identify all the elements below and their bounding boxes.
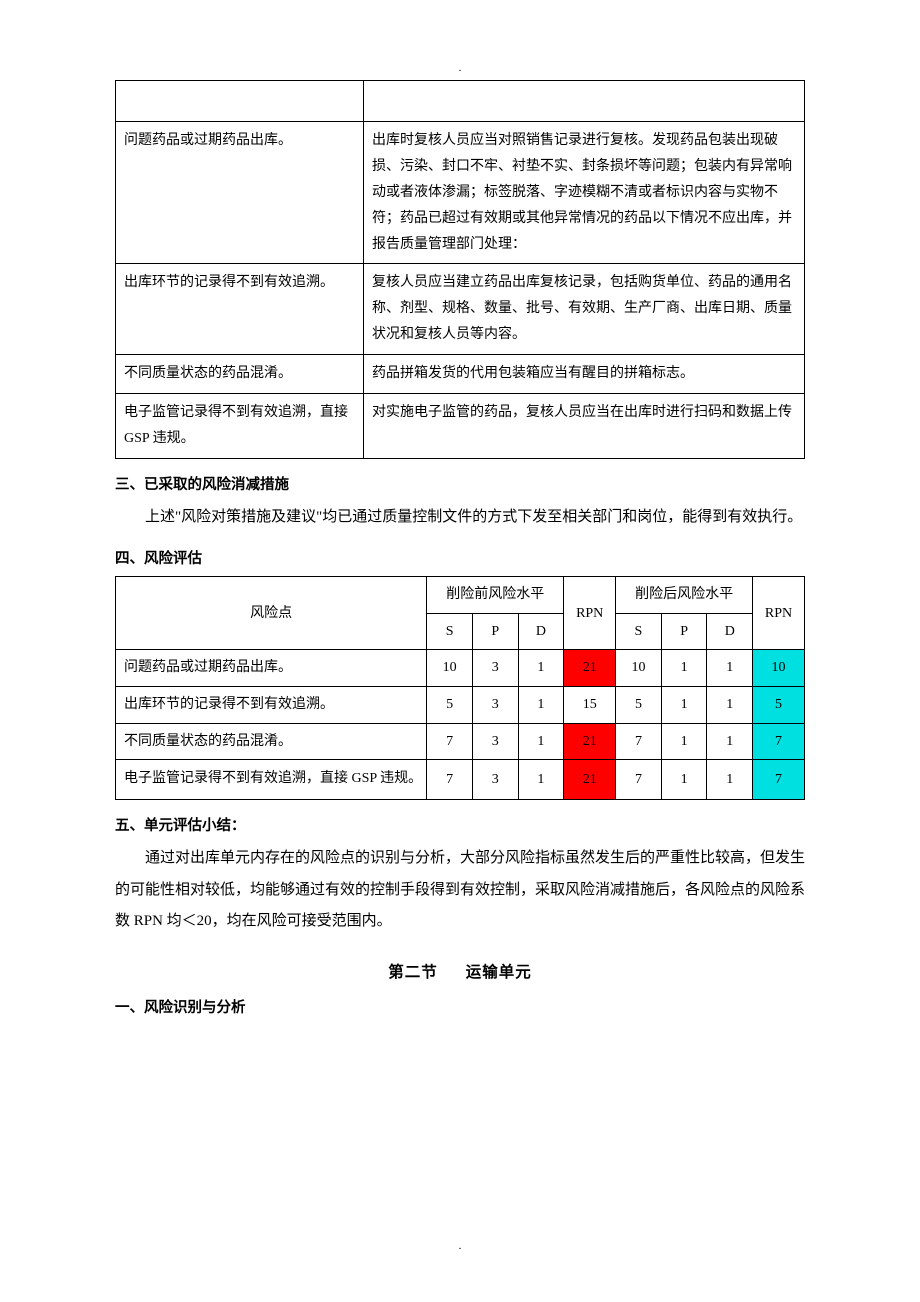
after-p: 1 (661, 723, 707, 760)
cell-right: 对实施电子监管的药品，复核人员应当在出库时进行扫码和数据上传 (364, 394, 805, 459)
before-p: 3 (472, 687, 518, 724)
measures-table: 问题药品或过期药品出库。出库时复核人员应当对照销售记录进行复核。发现药品包装出现… (115, 80, 805, 459)
hdr-b-d: D (518, 613, 564, 650)
table-row: 问题药品或过期药品出库。103121101110 (116, 650, 805, 687)
page: . 问题药品或过期药品出库。出库时复核人员应当对照销售记录进行复核。发现药品包装… (0, 0, 920, 1302)
risk-label: 电子监管记录得不到有效追溯，直接 GSP 违规。 (116, 760, 427, 800)
cell-left: 不同质量状态的药品混淆。 (116, 355, 364, 394)
cell-right: 药品拼箱发货的代用包装箱应当有醒目的拼箱标志。 (364, 355, 805, 394)
rpn-before: 15 (564, 687, 616, 724)
table-row: 问题药品或过期药品出库。出库时复核人员应当对照销售记录进行复核。发现药品包装出现… (116, 122, 805, 264)
after-s: 7 (616, 760, 662, 800)
after-s: 7 (616, 723, 662, 760)
cell-right (364, 81, 805, 122)
cell-right: 出库时复核人员应当对照销售记录进行复核。发现药品包装出现破损、污染、封口不牢、衬… (364, 122, 805, 264)
rpn-before: 21 (564, 723, 616, 760)
hdr-b-p: P (472, 613, 518, 650)
rpn-after: 7 (753, 723, 805, 760)
risk-label: 出库环节的记录得不到有效追溯。 (116, 687, 427, 724)
cell-left: 电子监管记录得不到有效追溯，直接 GSP 违规。 (116, 394, 364, 459)
hdr-b-s: S (427, 613, 473, 650)
after-d: 1 (707, 723, 753, 760)
risk-label: 不同质量状态的药品混淆。 (116, 723, 427, 760)
table-row: 出库环节的记录得不到有效追溯。复核人员应当建立药品出库复核记录，包括购货单位、药… (116, 264, 805, 355)
sec4-title: 四、风险评估 (115, 547, 805, 568)
table-row: 电子监管记录得不到有效追溯，直接 GSP 违规。对实施电子监管的药品，复核人员应… (116, 394, 805, 459)
cell-left: 出库环节的记录得不到有效追溯。 (116, 264, 364, 355)
after-p: 1 (661, 650, 707, 687)
before-d: 1 (518, 650, 564, 687)
after-d: 1 (707, 760, 753, 800)
section2-title: 第二节 运输单元 (115, 960, 805, 982)
before-s: 7 (427, 760, 473, 800)
sec5-title: 五、单元评估小结： (115, 814, 805, 835)
before-p: 3 (472, 760, 518, 800)
table-row: 电子监管记录得不到有效追溯，直接 GSP 违规。731217117 (116, 760, 805, 800)
after-p: 1 (661, 687, 707, 724)
sec3-body: 上述"风险对策措施及建议"均已通过质量控制文件的方式下发至相关部门和岗位，能得到… (115, 502, 805, 534)
rpn-after: 10 (753, 650, 805, 687)
hdr-rpn-1: RPN (564, 577, 616, 650)
sec5-body: 通过对出库单元内存在的风险点的识别与分析，大部分风险指标虽然发生后的严重性比较高… (115, 843, 805, 938)
table-row (116, 81, 805, 122)
before-s: 7 (427, 723, 473, 760)
risk-label: 问题药品或过期药品出库。 (116, 650, 427, 687)
table-row: 不同质量状态的药品混淆。731217117 (116, 723, 805, 760)
rpn-after: 5 (753, 687, 805, 724)
cell-left: 问题药品或过期药品出库。 (116, 122, 364, 264)
cell-left (116, 81, 364, 122)
rpn-before: 21 (564, 760, 616, 800)
risk-table: 风险点 削险前风险水平 RPN 削险后风险水平 RPN S P D S P D … (115, 576, 805, 800)
hdr-before: 削险前风险水平 (427, 577, 564, 614)
after-s: 5 (616, 687, 662, 724)
section2-title-b: 运输单元 (466, 964, 532, 981)
hdr-risk-point: 风险点 (116, 577, 427, 650)
sec-a1-title: 一、风险识别与分析 (115, 996, 805, 1017)
hdr-rpn-2: RPN (753, 577, 805, 650)
sec3-title: 三、已采取的风险消减措施 (115, 473, 805, 494)
cell-right: 复核人员应当建立药品出库复核记录，包括购货单位、药品的通用名称、剂型、规格、数量… (364, 264, 805, 355)
bottom-dot: . (0, 1240, 920, 1252)
hdr-after: 削险后风险水平 (616, 577, 753, 614)
hdr-a-s: S (616, 613, 662, 650)
top-dot: . (0, 62, 920, 74)
rpn-before: 21 (564, 650, 616, 687)
section2-title-a: 第二节 (388, 964, 438, 981)
after-s: 10 (616, 650, 662, 687)
before-d: 1 (518, 687, 564, 724)
before-s: 5 (427, 687, 473, 724)
table-row: 不同质量状态的药品混淆。药品拼箱发货的代用包装箱应当有醒目的拼箱标志。 (116, 355, 805, 394)
rpn-after: 7 (753, 760, 805, 800)
table-row: 出库环节的记录得不到有效追溯。531155115 (116, 687, 805, 724)
before-p: 3 (472, 650, 518, 687)
before-d: 1 (518, 723, 564, 760)
before-s: 10 (427, 650, 473, 687)
after-d: 1 (707, 650, 753, 687)
before-d: 1 (518, 760, 564, 800)
after-d: 1 (707, 687, 753, 724)
hdr-a-d: D (707, 613, 753, 650)
after-p: 1 (661, 760, 707, 800)
hdr-a-p: P (661, 613, 707, 650)
before-p: 3 (472, 723, 518, 760)
